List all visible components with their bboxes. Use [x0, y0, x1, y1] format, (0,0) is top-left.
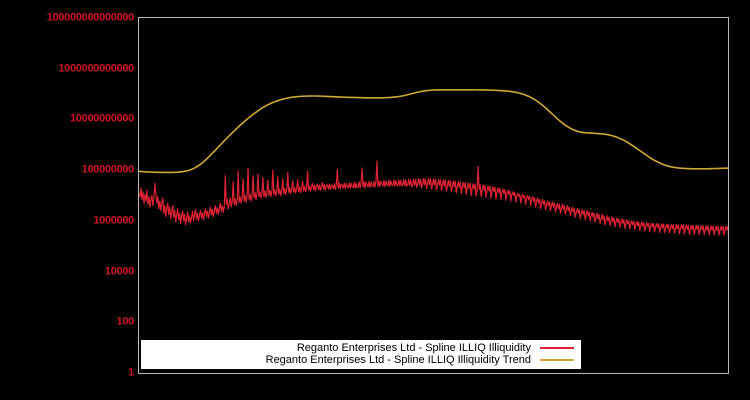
y-tick-label: 1000000	[93, 214, 134, 227]
legend-label-illiquidity: Reganto Enterprises Ltd - Spline ILLIQ I…	[296, 342, 531, 354]
y-tick-label: 10000000000	[70, 112, 134, 125]
y-tick-label: 10000	[104, 265, 134, 278]
chart-legend: Reganto Enterprises Ltd - Spline ILLIQ I…	[141, 340, 581, 369]
y-axis-tick-labels: 100000000000000 1000000000000 10000000000 1…	[0, 0, 135, 400]
y-tick-label: 1000000000000	[58, 62, 134, 75]
y-tick-label: 100	[116, 315, 135, 328]
series-line-illiquidity	[139, 160, 728, 236]
series-line-illiquidity-trend	[139, 89, 728, 174]
y-tick-label: 100000000000000	[46, 11, 135, 24]
legend-label-illiquidity-trend: Reganto Enterprises Ltd - Spline ILLIQ I…	[265, 354, 531, 366]
y-tick-label: 1	[128, 366, 134, 379]
y-tick-label: 100000000	[81, 163, 135, 176]
legend-swatch-illiquidity-trend	[540, 359, 574, 361]
plot-area	[138, 17, 729, 374]
series-canvas	[139, 89, 728, 236]
legend-entry-illiquidity-trend[interactable]: Reganto Enterprises Ltd - Spline ILLIQ I…	[142, 354, 580, 366]
legend-entry-illiquidity[interactable]: Reganto Enterprises Ltd - Spline ILLIQ I…	[142, 342, 580, 354]
legend-swatch-illiquidity	[540, 347, 574, 349]
